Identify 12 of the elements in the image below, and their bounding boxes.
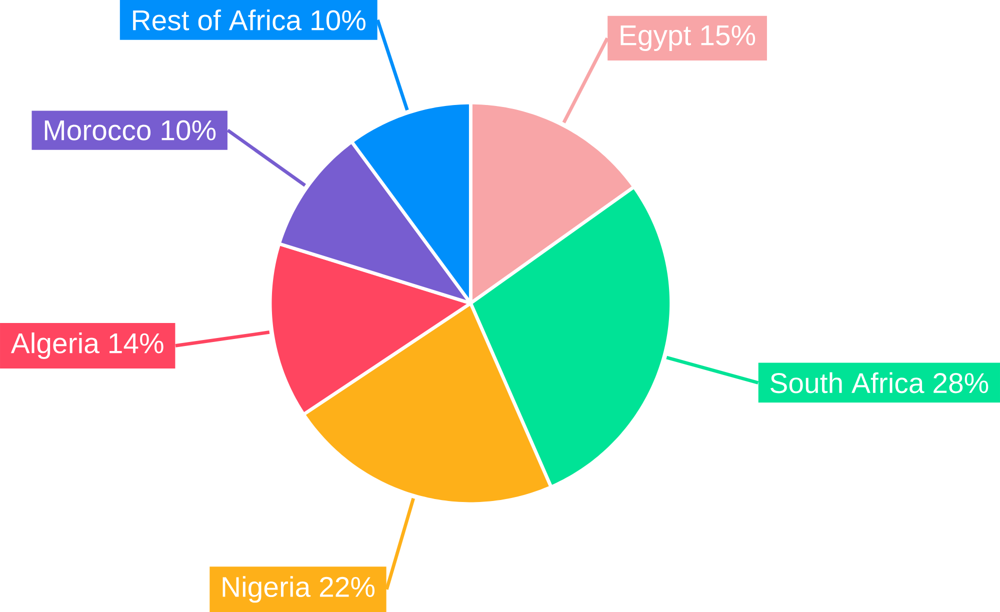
slice-label: Egypt: [620, 25, 691, 51]
data-label: 15%: [701, 25, 756, 46]
data-label: 10%: [312, 10, 366, 30]
data-label: 28%: [934, 372, 988, 394]
slice-label: South Africa: [770, 372, 924, 394]
slice-label: Morocco: [44, 120, 151, 140]
slice-label: Rest of Africa: [133, 9, 302, 30]
data-label: 22%: [320, 576, 375, 597]
slice-label: Nigeria: [222, 576, 311, 603]
slice-label: Algeria: [10, 332, 100, 359]
data-label: 10%: [162, 120, 216, 140]
data-label: 14%: [110, 333, 164, 354]
